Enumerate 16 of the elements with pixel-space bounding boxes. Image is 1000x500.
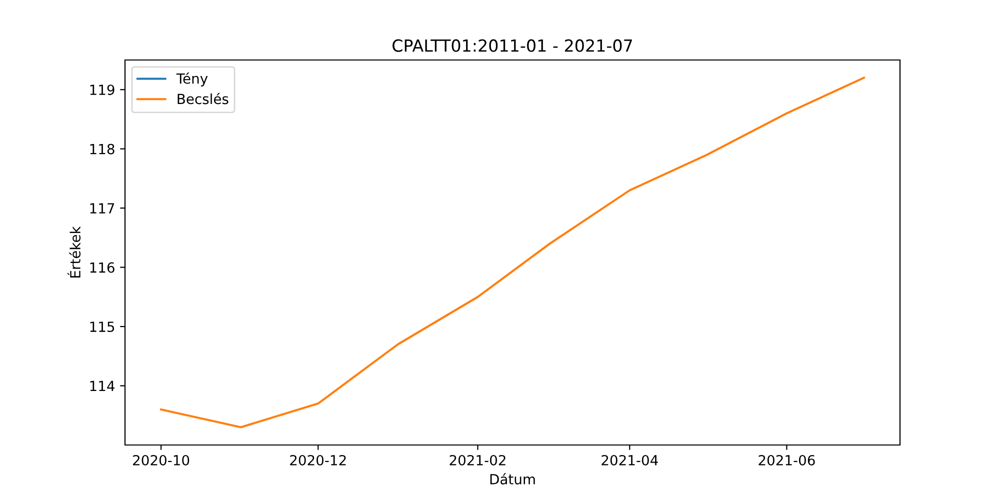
x-tick-label: 2021-06 xyxy=(758,454,815,466)
y-tick-label: 116 xyxy=(90,262,114,273)
y-tick-label: 115 xyxy=(90,322,114,332)
x-tick-label: 2021-02 xyxy=(450,454,506,466)
x-tick-label: 2021-04 xyxy=(602,454,658,466)
y-tick-label: 117 xyxy=(90,203,114,214)
x-tick-label: 2020-10 xyxy=(133,454,190,466)
legend-label: Becslés xyxy=(178,92,228,104)
y-tick-label: 114 xyxy=(90,380,114,392)
chart-title: CPALTT01:2011-01 - 2021-07 xyxy=(392,39,632,52)
y-tick-label: 118 xyxy=(90,144,114,154)
x-tick-label: 2020-12 xyxy=(290,454,346,466)
y-axis-title: Értékek xyxy=(67,226,81,278)
legend-label: Tény xyxy=(176,72,208,86)
x-axis-title: Dátum xyxy=(490,473,535,484)
y-tick-label: 119 xyxy=(90,84,114,96)
